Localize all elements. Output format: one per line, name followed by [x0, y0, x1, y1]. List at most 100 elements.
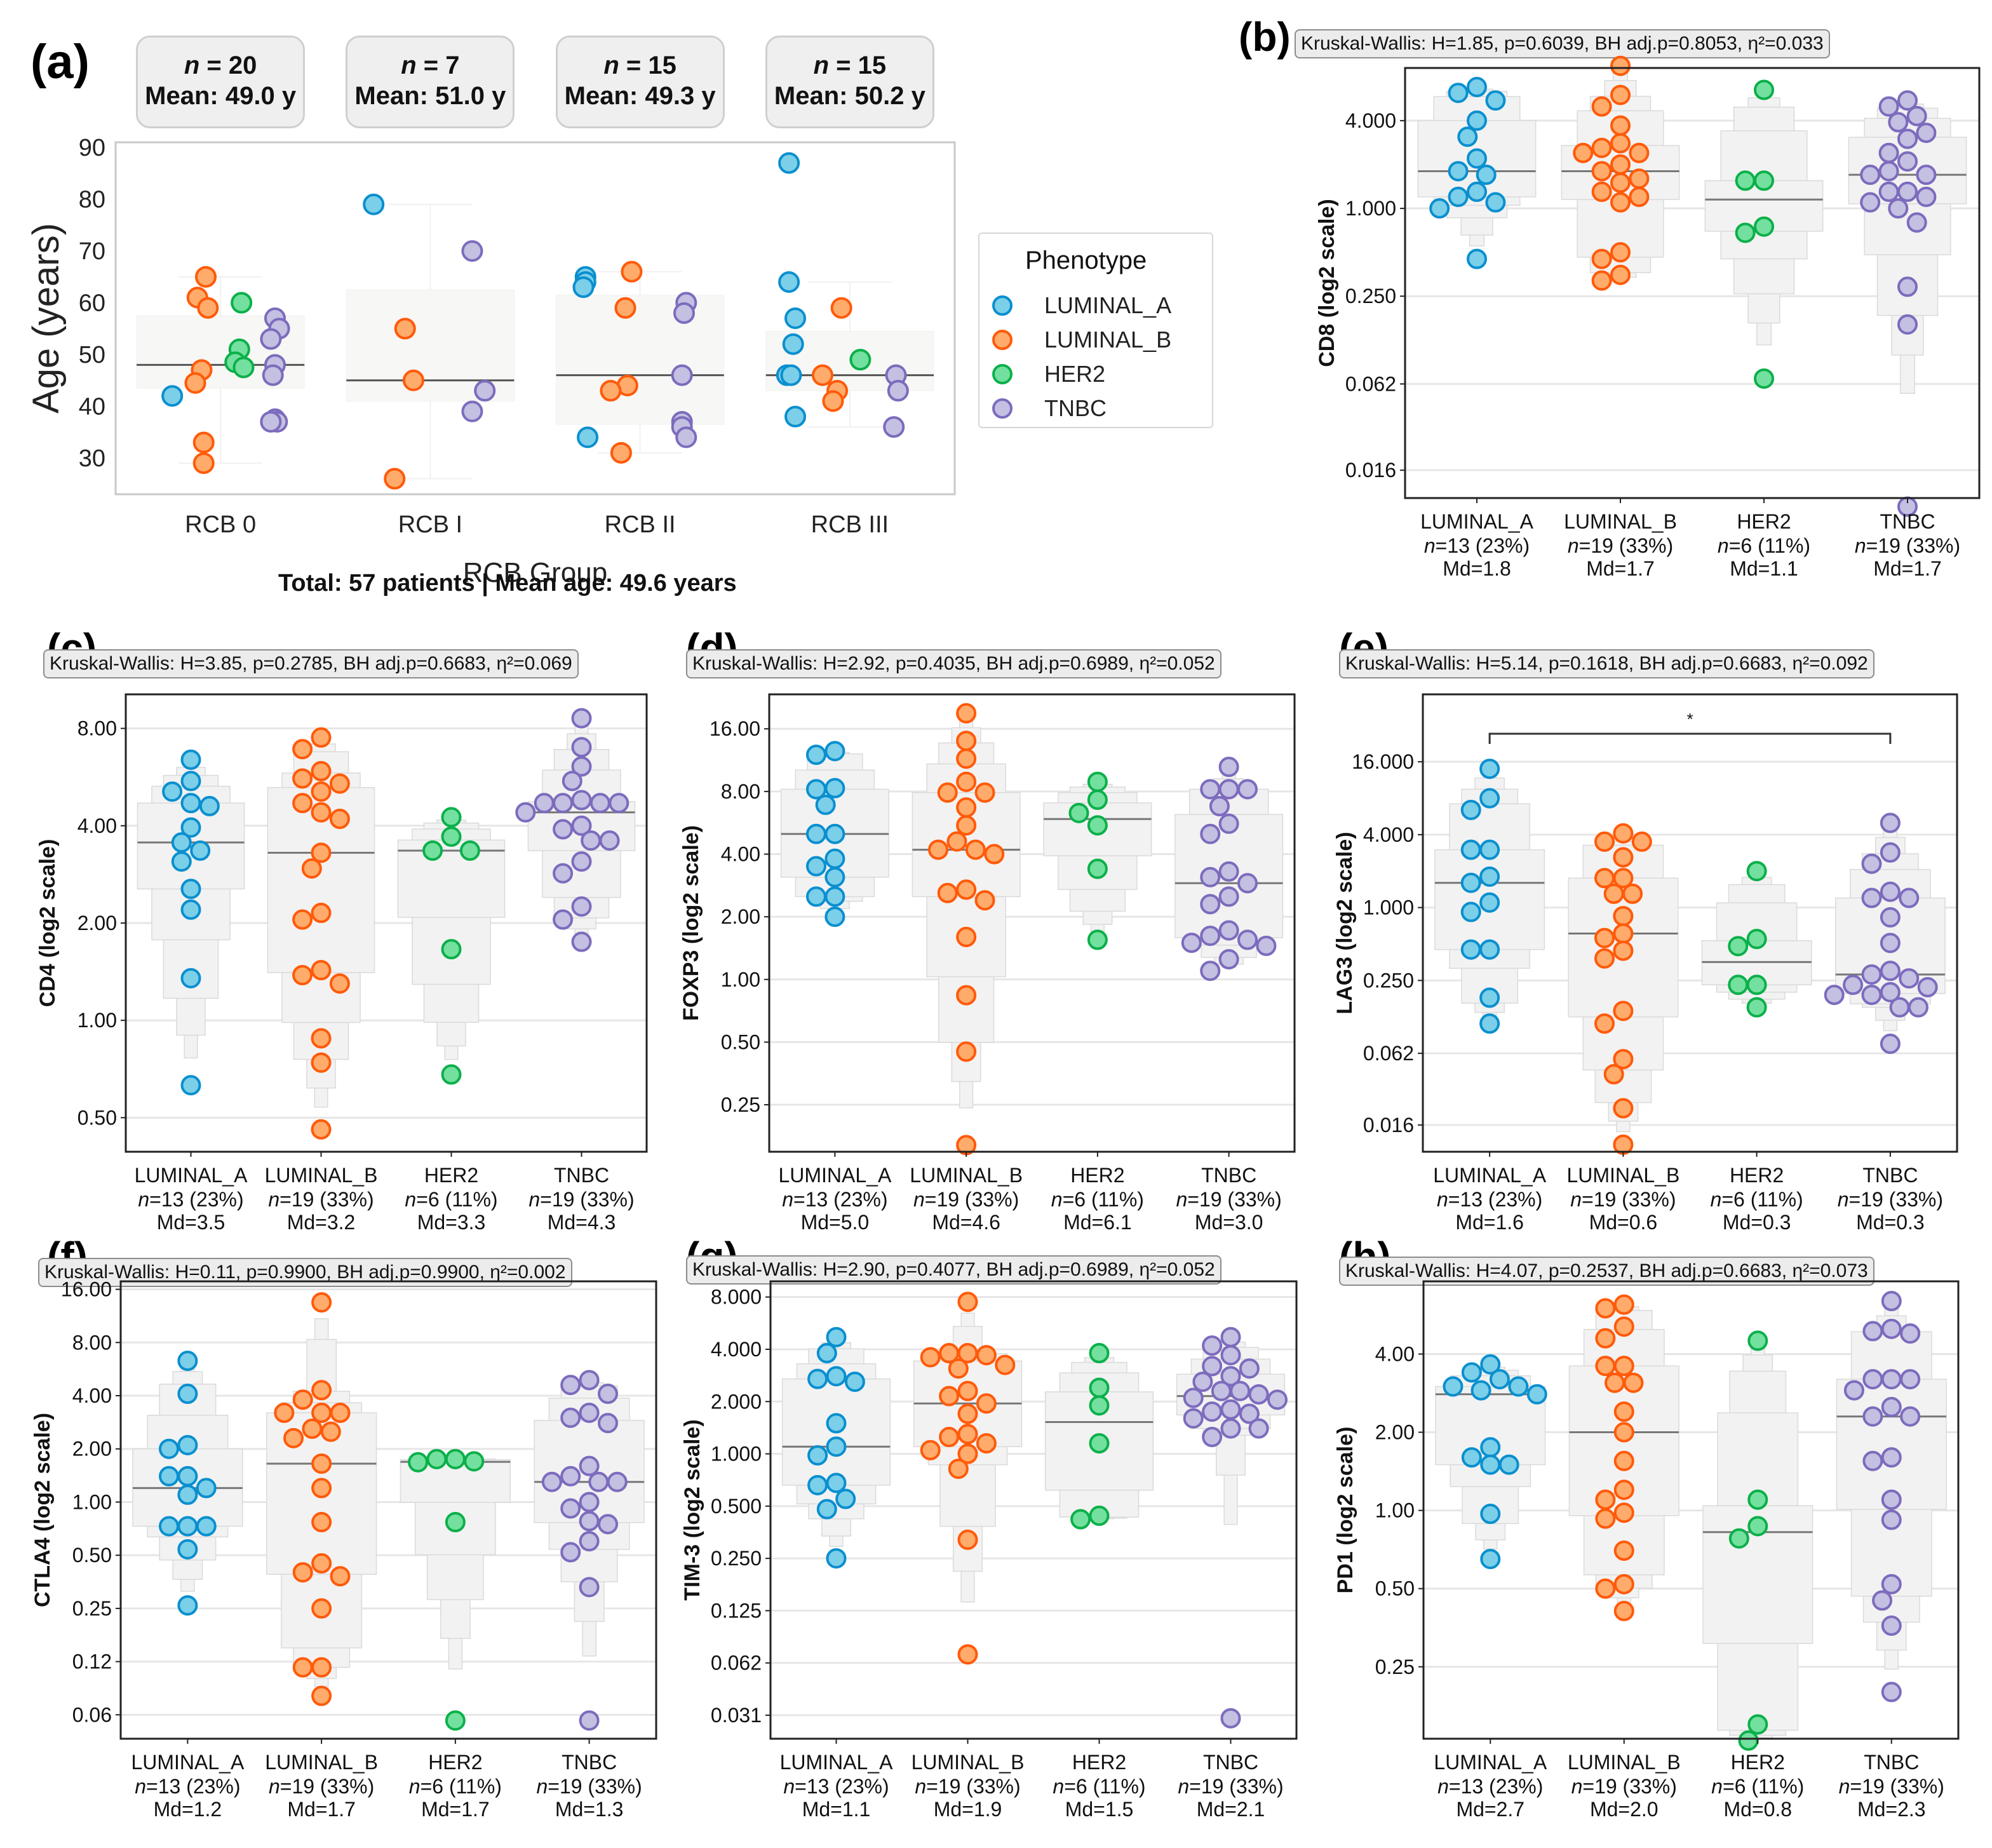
- data-point: [1881, 1291, 1902, 1312]
- y-axis-label: CTLA4 (log2 scale): [30, 1413, 55, 1607]
- y-tick-label: 0.12: [72, 1650, 112, 1673]
- data-point: [995, 1354, 1016, 1375]
- y-tick-label: 4.00: [72, 1384, 112, 1407]
- n-value: =19 (33%): [540, 1188, 635, 1211]
- data-point: [589, 793, 610, 814]
- data-point: [171, 851, 192, 872]
- data-point: [292, 768, 313, 789]
- data-point: [1613, 1356, 1634, 1377]
- data-point: [1461, 1362, 1482, 1383]
- data-point: [162, 781, 183, 802]
- group-n: n = 15: [558, 50, 723, 81]
- data-point: [311, 1478, 332, 1499]
- data-point: [1881, 1396, 1902, 1417]
- data-point: [311, 960, 332, 981]
- y-tick-label: 1.00: [721, 968, 760, 991]
- boxen-swarm-plot: 0.25 0.50 1.00 2.00 4.00 PD1 (log2 scale) LUMI…: [1333, 1280, 1960, 1821]
- data-point: [161, 385, 184, 407]
- plot-frame: [768, 693, 1296, 1153]
- data-point: [939, 1427, 960, 1448]
- group-count-label: n=19 (33%): [913, 1188, 1019, 1211]
- data-point: [1629, 186, 1650, 207]
- x-tick-label: TNBC: [1864, 1751, 1919, 1774]
- data-point: [180, 793, 201, 814]
- data-point: [1595, 1489, 1616, 1510]
- group-count-label: n=6 (11%): [405, 1188, 497, 1211]
- n-symbol: n: [401, 51, 417, 79]
- data-point: [1591, 181, 1612, 202]
- data-point: [826, 1548, 847, 1569]
- n-symbol: n: [1855, 534, 1866, 557]
- n-symbol: n: [782, 1188, 793, 1211]
- data-point: [1230, 1380, 1251, 1401]
- y-tick-label: 1.000: [1363, 896, 1414, 919]
- data-point: [534, 793, 555, 814]
- data-point: [1746, 975, 1767, 995]
- data-point: [883, 416, 905, 438]
- data-point: [1899, 968, 1920, 989]
- data-point: [784, 307, 807, 329]
- legend-marker-icon: [992, 330, 1013, 350]
- n-value: =13 (23%): [1436, 534, 1530, 557]
- y-tick-label: 16.000: [1352, 750, 1414, 773]
- group-count-label: n=6 (11%): [1718, 534, 1810, 557]
- group-count-label: n=13 (23%): [1424, 534, 1530, 557]
- n-value: = 20: [199, 51, 257, 79]
- boxen-swarm-plot: 0.25 0.50 1.00 2.00 4.00 8.00 16.00 FOXP3 (log2…: [679, 693, 1296, 1232]
- x-tick-label: RCB 0: [185, 511, 256, 538]
- plot-frame: [769, 1280, 1298, 1740]
- data-point: [1591, 96, 1612, 117]
- data-point: [1613, 1600, 1634, 1621]
- group-count-label: n=19 (33%): [268, 1188, 374, 1211]
- data-point: [939, 1386, 960, 1406]
- data-point: [1906, 212, 1927, 233]
- group-mean: Mean: 50.2 y: [774, 82, 925, 110]
- data-point: [1460, 839, 1481, 860]
- data-point: [311, 1453, 332, 1474]
- data-point: [1467, 148, 1487, 169]
- group-median-label: Md=1.7: [421, 1798, 490, 1821]
- data-point: [1610, 172, 1631, 193]
- data-point: [1610, 264, 1631, 285]
- data-point: [1897, 151, 1918, 172]
- data-point: [956, 985, 977, 1006]
- data-point: [887, 380, 909, 402]
- data-point: [329, 809, 350, 830]
- group-median-label: Md=3.0: [1195, 1211, 1263, 1232]
- data-point: [560, 1407, 581, 1428]
- n-symbol: n: [603, 51, 619, 79]
- data-point: [1087, 789, 1108, 810]
- data-point: [1881, 1489, 1902, 1510]
- data-point: [1479, 866, 1500, 887]
- data-point: [1897, 314, 1918, 335]
- data-point: [1881, 1615, 1902, 1636]
- y-tick-label: 60: [79, 290, 105, 317]
- data-point: [1754, 216, 1774, 237]
- n-value: =19 (33%): [279, 1188, 374, 1211]
- data-point: [1754, 368, 1774, 389]
- data-point: [231, 292, 253, 314]
- data-point: [441, 826, 462, 847]
- n-symbol: n: [1178, 1775, 1189, 1798]
- data-point: [815, 794, 836, 815]
- data-point: [571, 756, 592, 777]
- group-count-label: n=19 (33%): [1571, 1775, 1677, 1798]
- data-point: [974, 782, 995, 803]
- data-point: [292, 739, 313, 760]
- x-axis-label: RCB Group: [463, 557, 607, 588]
- data-point: [1467, 110, 1487, 131]
- n-value: =19 (33%): [1866, 534, 1961, 557]
- data-point: [1479, 892, 1500, 913]
- data-point: [1860, 192, 1881, 213]
- boxen-swarm-plot: 0.06 0.12 0.25 0.50 1.00 2.00 4.00 8.00 16.00 CTL…: [30, 1278, 657, 1821]
- data-point: [805, 779, 826, 800]
- data-point: [1485, 90, 1506, 111]
- n-symbol: n: [1424, 534, 1436, 557]
- data-point: [1862, 1321, 1883, 1342]
- data-point: [177, 1466, 198, 1487]
- data-point: [1220, 1345, 1241, 1366]
- data-point: [1479, 987, 1500, 1008]
- group-median-label: Md=4.3: [548, 1211, 616, 1232]
- data-point: [1881, 1369, 1902, 1390]
- group-median-label: Md=1.7: [287, 1798, 356, 1821]
